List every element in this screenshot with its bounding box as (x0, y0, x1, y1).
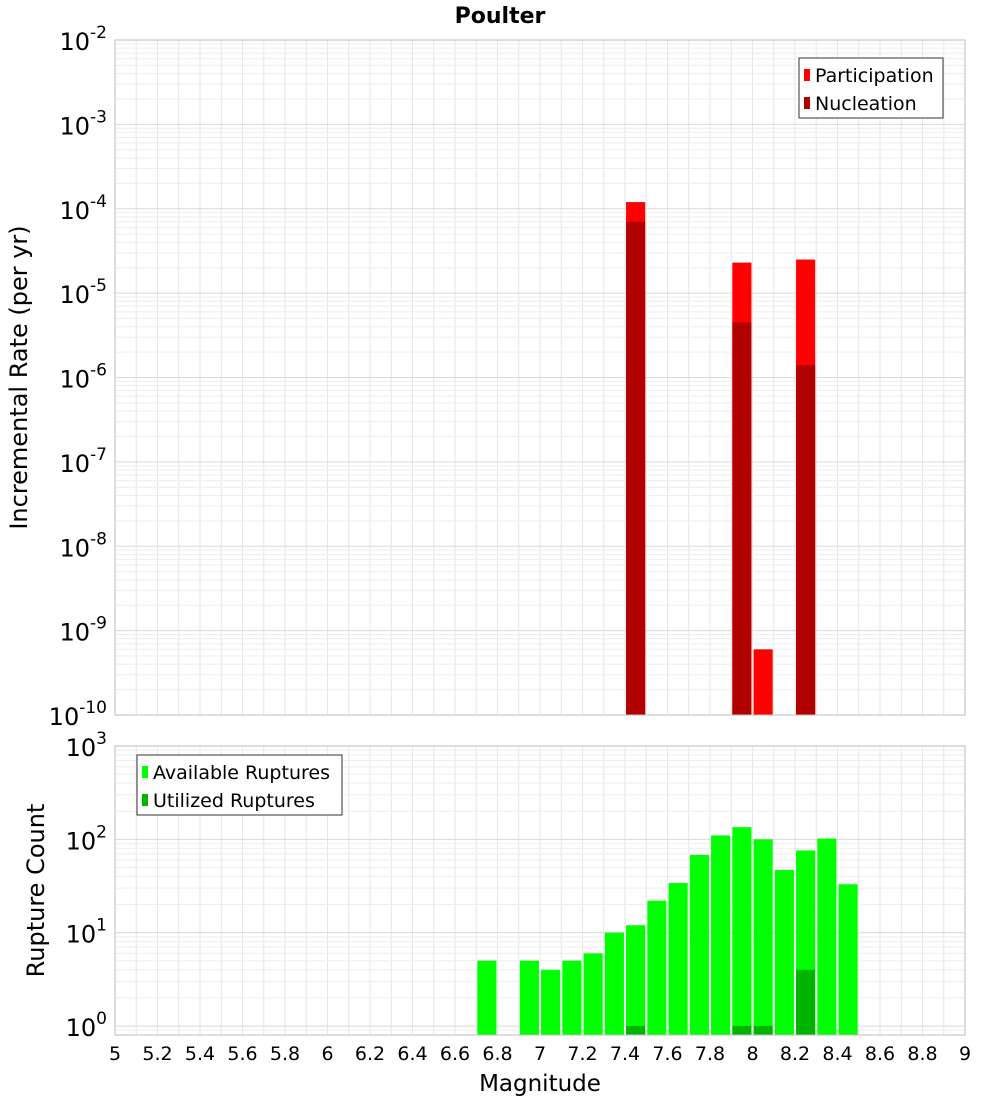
x-tick-label: 6.2 (355, 1043, 385, 1065)
x-tick-label: 7.6 (652, 1043, 682, 1065)
utilized-ruptures-bar (753, 1025, 773, 1035)
x-tick-label: 7.4 (610, 1043, 640, 1065)
x-tick-label: 6 (321, 1043, 333, 1065)
rate-y-tick-label: 10-5 (60, 276, 108, 309)
count-y-tick-label: 100 (66, 1009, 107, 1042)
available-ruptures-bar (689, 854, 709, 1035)
count-legend-label: Available Ruptures (153, 762, 330, 784)
rate-legend-swatch (804, 97, 810, 109)
x-tick-label: 6.6 (440, 1043, 470, 1065)
rate-y-tick-label: 10-2 (60, 23, 108, 56)
count-y-tick-label: 102 (66, 822, 107, 855)
rate-y-tick-label: 10-6 (60, 361, 108, 394)
x-tick-label: 5.2 (142, 1043, 172, 1065)
rate-legend-box (798, 57, 944, 119)
count-y-tick-label: 103 (66, 729, 107, 762)
count-legend-box (136, 754, 343, 816)
count-y-axis-label: Rupture Count (22, 804, 50, 978)
rate-y-tick-label: 10-3 (60, 107, 108, 140)
x-tick-label: 5.8 (270, 1043, 300, 1065)
x-tick-label: 8.4 (822, 1043, 852, 1065)
rate-y-tick-label: 10-7 (60, 445, 108, 478)
x-tick-label: 8.6 (865, 1043, 895, 1065)
x-tick-label: 7 (534, 1043, 546, 1065)
available-ruptures-bar (583, 953, 603, 1035)
nucleation-bar (732, 322, 752, 715)
available-ruptures-bar (477, 960, 497, 1035)
rate-y-tick-label: 10-4 (60, 192, 108, 225)
available-ruptures-bar (668, 883, 688, 1035)
rate-legend-label: Participation (815, 65, 934, 87)
count-legend-swatch (142, 794, 148, 806)
x-tick-label: 7.8 (695, 1043, 725, 1065)
count-legend-swatch (142, 766, 148, 778)
utilized-ruptures-bar (626, 1025, 646, 1035)
utilized-ruptures-bar (796, 969, 816, 1035)
x-tick-label: 9 (959, 1043, 971, 1065)
available-ruptures-bar (541, 969, 561, 1035)
nucleation-bar (626, 221, 646, 715)
x-tick-label: 8 (746, 1043, 758, 1065)
available-ruptures-bar (753, 839, 773, 1035)
x-tick-label: 8.2 (780, 1043, 810, 1065)
available-ruptures-bar (732, 827, 752, 1035)
x-tick-label: 5 (109, 1043, 121, 1065)
x-axis-label: Magnitude (479, 1071, 601, 1097)
rate-y-axis-label: Incremental Rate (per yr) (5, 225, 33, 529)
available-ruptures-bar (562, 960, 582, 1035)
available-ruptures-bar (519, 960, 539, 1035)
available-ruptures-bar (838, 884, 858, 1035)
available-ruptures-bar (604, 932, 624, 1035)
rate-plot: 10-10 10-9 10-8 10-7 10-6 10-5 10-4 10-3 10-2 Inc… (5, 23, 966, 731)
rate-legend-swatch (804, 69, 810, 81)
count-frame (114, 745, 966, 1036)
x-tick-label: 6.4 (397, 1043, 427, 1065)
rate-y-tick-label: 10-8 (60, 529, 108, 562)
rate-y-tick-label: 10-9 (60, 614, 108, 647)
available-ruptures-bar (711, 835, 731, 1035)
chart-title: Poulter (455, 4, 546, 29)
utilized-ruptures-bar (732, 1025, 752, 1035)
rate-frame (114, 39, 966, 716)
nucleation-bar (796, 365, 816, 715)
available-ruptures-bar (774, 869, 794, 1035)
x-tick-label: 7.2 (567, 1043, 597, 1065)
participation-bar (753, 649, 773, 715)
x-tick-label: 8.8 (907, 1043, 937, 1065)
available-ruptures-bar (817, 838, 837, 1035)
x-tick-label: 6.8 (482, 1043, 512, 1065)
count-y-tick-label: 101 (66, 916, 107, 949)
x-tick-label: 5.4 (185, 1043, 215, 1065)
rate-y-tick-label: 10-10 (49, 698, 107, 731)
available-ruptures-bar (647, 900, 667, 1035)
available-ruptures-bar (626, 925, 646, 1035)
count-legend-label: Utilized Ruptures (153, 790, 315, 812)
x-tick-label: 5.6 (227, 1043, 257, 1065)
rate-legend-label: Nucleation (815, 93, 917, 115)
